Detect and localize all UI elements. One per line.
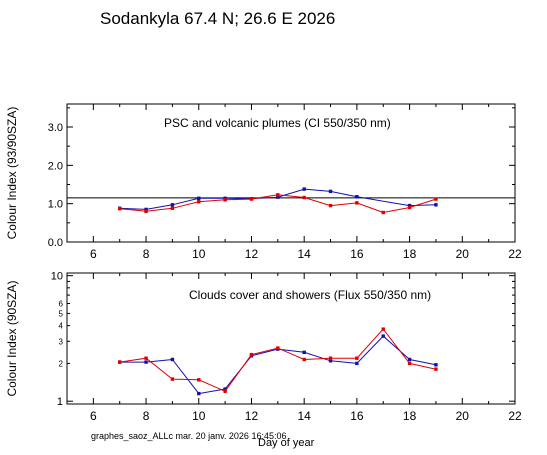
data-point-red — [170, 377, 175, 381]
data-point-red — [381, 210, 385, 215]
data-point-blue — [170, 357, 175, 362]
y-minor-tick-label: 2 — [59, 359, 64, 368]
x-tick-label: 12 — [245, 409, 259, 423]
data-point-blue — [434, 203, 438, 207]
x-tick-label: 20 — [456, 409, 470, 423]
data-point-blue — [434, 363, 438, 367]
x-tick-label: 6 — [90, 247, 97, 261]
x-tick-label: 12 — [245, 247, 259, 261]
x-tick-label: 16 — [350, 409, 364, 423]
data-point-red — [407, 205, 412, 210]
x-tick-label: 10 — [192, 247, 206, 261]
y-minor-tick-label: 6 — [59, 300, 64, 309]
x-tick-label: 8 — [143, 409, 150, 423]
panel-clouds: Clouds cover and showers (Flux 550/350 n… — [5, 271, 522, 423]
x-axis-label: Day of year — [258, 437, 315, 449]
data-point-red — [276, 346, 280, 350]
data-point-red — [328, 203, 333, 208]
x-tick-label: 22 — [508, 409, 522, 423]
data-point-blue — [381, 334, 385, 338]
data-point-blue — [407, 203, 412, 208]
data-point-blue — [170, 203, 175, 207]
data-point-blue — [407, 357, 412, 362]
data-point-red — [328, 356, 333, 360]
data-point-blue — [197, 196, 201, 200]
x-tick-label: 16 — [350, 247, 364, 261]
data-point-red — [249, 197, 254, 201]
data-point-red — [118, 360, 122, 364]
data-point-blue — [276, 195, 280, 199]
data-point-red — [302, 357, 306, 362]
x-tick-label: 8 — [143, 247, 150, 261]
y-tick-label: 0.0 — [48, 237, 63, 249]
data-point-red — [302, 195, 306, 200]
data-point-red — [170, 206, 175, 210]
data-point-blue — [328, 359, 333, 363]
y-minor-tick-label: 4 — [59, 322, 64, 331]
data-point-red — [118, 206, 122, 211]
x-tick-label: 6 — [90, 409, 97, 423]
data-point-blue — [355, 361, 359, 366]
data-point-red — [381, 327, 385, 331]
data-point-red — [197, 200, 201, 204]
y-axis-label: Colour Index (93/90SZA) — [5, 107, 19, 240]
data-point-blue — [197, 391, 201, 396]
x-tick-label: 10 — [192, 409, 206, 423]
x-tick-label: 20 — [456, 247, 470, 261]
footer-stamp: graphes_saoz_ALLc mar. 20 janv. 2026 16:… — [91, 431, 286, 441]
x-tick-label: 18 — [403, 409, 417, 423]
panel-psc: PSC and volcanic plumes (CI 550/350 nm) C… — [5, 103, 522, 261]
y-tick-label: 2.0 — [48, 160, 63, 172]
data-point-blue — [144, 207, 148, 212]
data-point-red — [197, 378, 201, 382]
plot-frame — [66, 272, 516, 405]
y-minor-tick-label: 5 — [59, 309, 64, 318]
data-point-red — [434, 367, 438, 371]
panel-title: Clouds cover and showers (Flux 550/350 n… — [189, 288, 431, 302]
y-tick-label: 10 — [51, 271, 63, 283]
y-tick-label: 1.0 — [48, 199, 63, 211]
data-point-red — [249, 352, 254, 357]
data-point-blue — [355, 195, 359, 199]
data-point-red — [144, 209, 148, 214]
series-line-blue — [119, 188, 436, 210]
series-line-blue — [119, 335, 436, 395]
plot-frame — [66, 103, 516, 243]
data-point-blue — [144, 360, 148, 364]
data-point-blue — [328, 189, 333, 194]
x-tick-label: 22 — [508, 247, 522, 261]
y-tick-label: 1 — [57, 396, 63, 408]
data-point-red — [223, 389, 227, 393]
data-point-red — [144, 356, 148, 360]
data-point-red — [407, 361, 412, 366]
y-minor-tick-label: 3 — [59, 337, 64, 346]
y-axis-label: Colour Index (90SZA) — [5, 280, 19, 396]
figure-title: Sodankyla 67.4 N; 26.6 E 2026 — [100, 9, 335, 28]
x-tick-label: 18 — [403, 247, 417, 261]
panel-title: PSC and volcanic plumes (CI 550/350 nm) — [164, 116, 391, 130]
data-point-red — [434, 197, 438, 201]
data-point-blue — [302, 350, 306, 355]
data-point-red — [355, 201, 359, 205]
data-point-blue — [302, 187, 306, 191]
x-tick-label: 14 — [297, 409, 311, 423]
data-point-blue — [223, 387, 227, 391]
data-point-red — [355, 356, 359, 360]
x-tick-label: 14 — [297, 247, 311, 261]
data-point-red — [223, 198, 227, 202]
y-tick-label: 3.0 — [48, 122, 63, 134]
data-point-red — [276, 193, 280, 197]
